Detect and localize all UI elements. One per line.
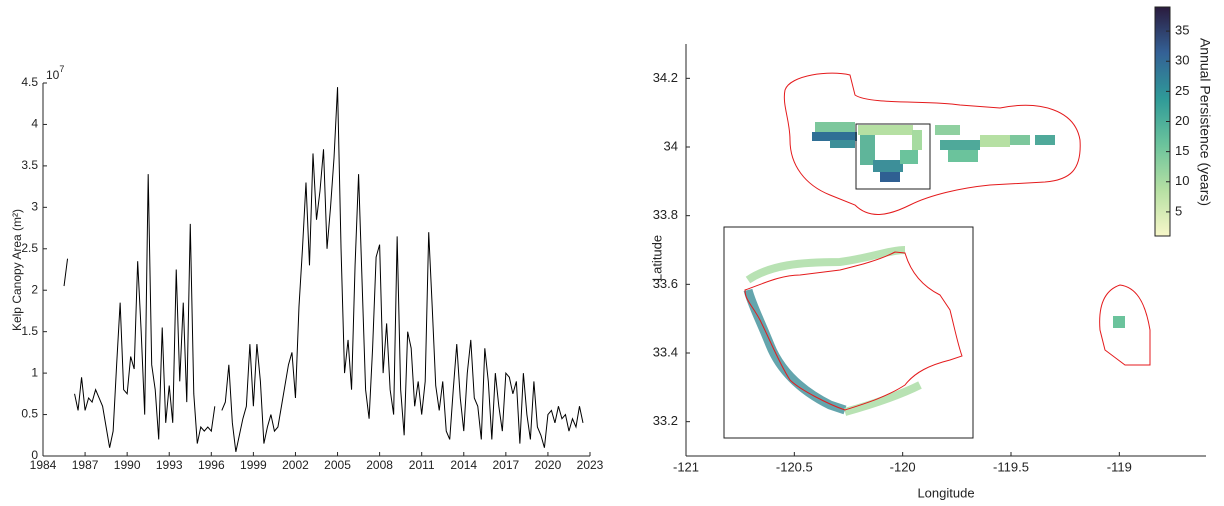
data-line <box>64 87 583 452</box>
colorbar-tick-label: 35 <box>1175 23 1189 38</box>
x-tick-label: 1984 <box>30 458 57 472</box>
colorbar-label: Annual Persistence (years) <box>1197 38 1213 206</box>
x-tick-label: 1999 <box>240 458 267 472</box>
y-tick-label: 34.2 <box>653 70 678 85</box>
y-exponent: 107 <box>46 64 64 82</box>
x-tick-label: 2005 <box>324 458 351 472</box>
x-tick-label: 2020 <box>535 458 562 472</box>
y-axis-label: Latitude <box>649 235 664 281</box>
colorbar-tick-label: 20 <box>1175 113 1189 128</box>
x-tick-label: 1990 <box>114 458 141 472</box>
x-tick-label: -119.5 <box>993 459 1029 474</box>
y-tick-label: 4 <box>31 117 38 131</box>
x-axis-label: Longitude <box>917 485 974 500</box>
exponent-power: 7 <box>59 64 64 74</box>
kelp-cells <box>812 122 1055 182</box>
x-tick-label: 2008 <box>366 458 393 472</box>
y-tick-label: 2 <box>31 282 38 296</box>
x-tick-label: 1993 <box>156 458 183 472</box>
colorbar-tick-label: 10 <box>1175 173 1189 188</box>
y-tick-label: 33.4 <box>653 344 678 359</box>
x-tick-label: -121 <box>673 459 699 474</box>
kelp-cell-south <box>1113 316 1125 328</box>
page: 00.511.522.533.544.519841987199019931996… <box>0 0 1224 506</box>
colorbar-tick-label: 25 <box>1175 83 1189 98</box>
colorbar-tick-label: 5 <box>1175 203 1182 218</box>
y-tick-label: 0.5 <box>21 407 38 421</box>
exponent-base: 10 <box>46 68 60 82</box>
x-tick-label: 1987 <box>72 458 99 472</box>
figure: 00.511.522.533.544.519841987199019931996… <box>0 0 1224 506</box>
y-tick-label: 3.5 <box>21 158 38 172</box>
x-tick-label: 2023 <box>577 458 604 472</box>
map-decor <box>724 73 1150 438</box>
y-tick-label: 33.2 <box>653 413 678 428</box>
x-tick-label: 2017 <box>492 458 519 472</box>
y-tick-label: 34 <box>664 138 678 153</box>
colorbar-tick-label: 15 <box>1175 143 1189 158</box>
x-tick-label: 2011 <box>409 458 435 472</box>
x-tick-label: -119 <box>1107 459 1132 474</box>
x-tick-label: 1996 <box>198 458 225 472</box>
x-tick-label: -120 <box>890 459 916 474</box>
colorbar-tick-label: 30 <box>1175 53 1189 68</box>
y-tick-label: 4.5 <box>21 75 38 89</box>
y-tick-label: 1 <box>31 365 38 379</box>
y-tick-label: 33.8 <box>653 207 678 222</box>
y-axis-label: Kelp Canopy Area (m²) <box>10 209 24 331</box>
y-tick-label: 3 <box>31 200 38 214</box>
x-tick-label: 2014 <box>450 458 477 472</box>
x-tick-label: 2002 <box>282 458 309 472</box>
x-tick-label: -120.5 <box>776 459 813 474</box>
